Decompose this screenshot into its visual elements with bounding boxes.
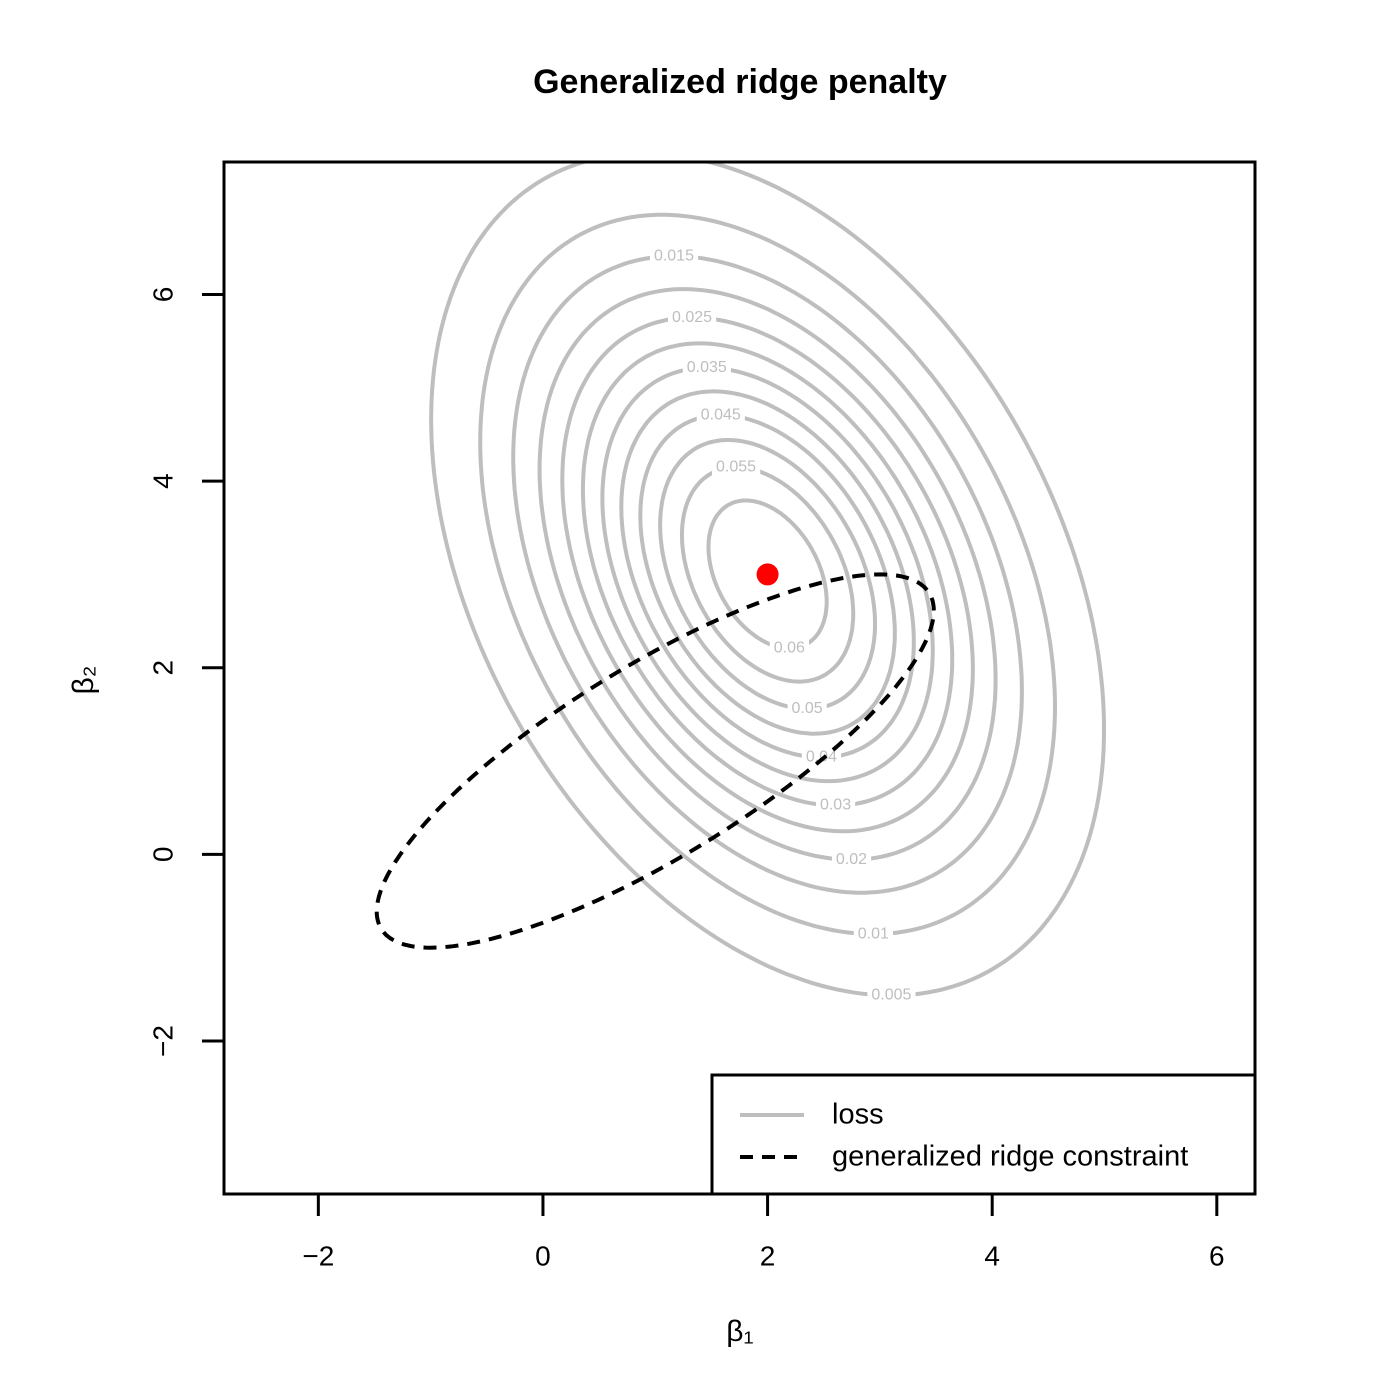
estimate-point: [756, 563, 779, 586]
x-axis-label: β₁: [726, 1315, 753, 1348]
chart-title: Generalized ridge penalty: [533, 63, 947, 101]
contour-label: 0.03: [820, 797, 851, 814]
legend-label: generalized ridge constraint: [832, 1141, 1188, 1173]
contour-label-bg: [668, 306, 717, 328]
contour-label-bg: [769, 637, 809, 659]
loss-contour: [429, 162, 1107, 998]
contour-label: 0.02: [836, 851, 867, 868]
x-tick-label: 6: [1209, 1240, 1225, 1271]
contour-label-bg: [682, 356, 731, 378]
contour-label: 0.025: [672, 309, 712, 326]
contour-label-bg: [649, 245, 699, 267]
contour-label: 0.05: [792, 700, 823, 717]
contour-label: 0.01: [858, 925, 889, 942]
x-tick-label: 2: [760, 1240, 776, 1271]
contour-label: 0.015: [654, 247, 694, 264]
contour-label: 0.045: [701, 406, 741, 423]
loss-contour: [580, 341, 955, 808]
contour-label-bg: [712, 456, 761, 478]
loss-contour: [478, 212, 1058, 936]
contour-label: 0.005: [871, 987, 911, 1004]
constraint-ellipse: [374, 572, 936, 950]
y-tick-label: 6: [147, 287, 178, 303]
y-tick-label: −2: [147, 1025, 178, 1057]
contour-label-bg: [831, 848, 872, 870]
x-tick-label: 4: [984, 1240, 1000, 1271]
contour-label-bg: [815, 794, 856, 816]
loss-contour: [537, 287, 998, 862]
loss-contour: [638, 413, 897, 736]
x-tick-label: 0: [535, 1240, 551, 1271]
contour-label: 0.035: [687, 359, 727, 376]
contour-label-bg: [787, 698, 827, 720]
contour-label-bg: [696, 404, 745, 426]
legend-box: [710, 1073, 1257, 1196]
contour-label: 0.06: [774, 640, 805, 657]
loss-contour: [600, 365, 935, 784]
contour-label-bg: [867, 984, 916, 1006]
y-tick-label: 2: [147, 660, 178, 676]
legend-label: loss: [832, 1099, 884, 1131]
contour-label: 0.055: [716, 458, 756, 475]
y-tick-label: 4: [147, 473, 178, 489]
y-tick-label: 0: [147, 847, 178, 863]
loss-contour: [679, 465, 856, 684]
loss-contour: [560, 315, 975, 834]
loss-contour: [511, 254, 1024, 895]
plot-area: 0.0050.010.0150.020.0250.030.0350.040.04…: [374, 162, 1107, 1006]
y-axis-label: β₂: [67, 666, 100, 695]
contour-label-bg: [853, 923, 894, 945]
x-tick-label: −2: [302, 1240, 334, 1271]
